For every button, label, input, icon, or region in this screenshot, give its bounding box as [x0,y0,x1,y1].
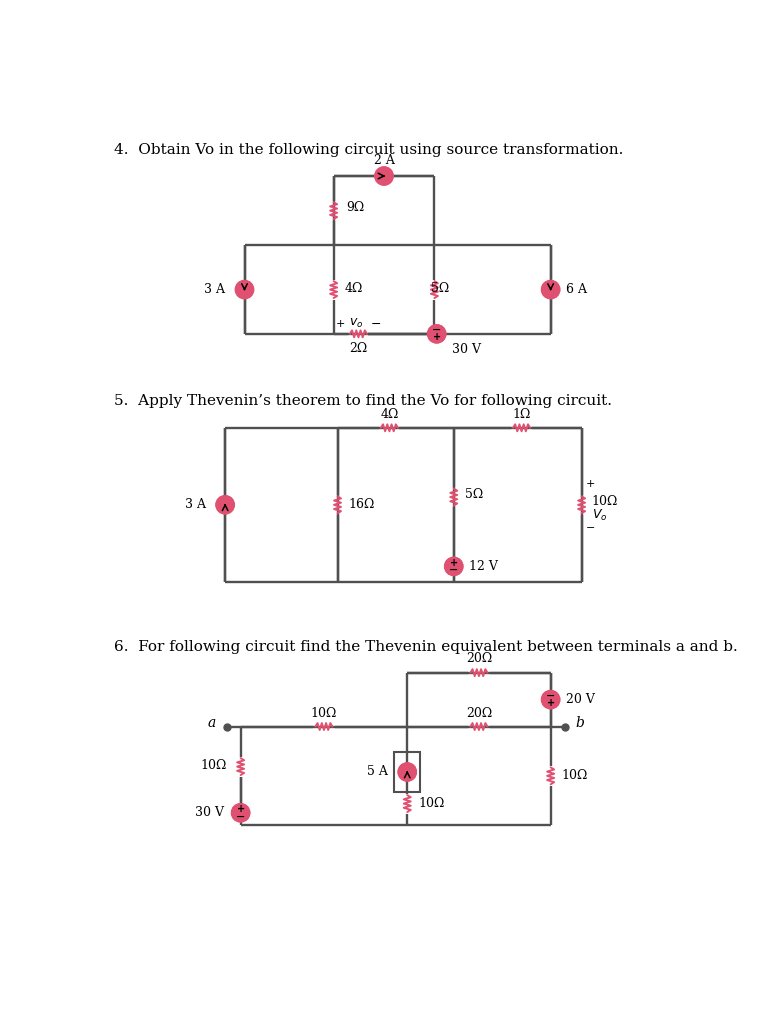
Circle shape [398,763,416,781]
Text: 5Ω: 5Ω [464,488,483,502]
Text: +: + [336,318,345,329]
Text: 10Ω: 10Ω [562,769,588,782]
Text: 4Ω: 4Ω [380,409,398,421]
Text: 20 V: 20 V [566,693,595,707]
Text: 5Ω: 5Ω [431,282,450,295]
Circle shape [541,281,559,298]
Text: 9Ω: 9Ω [346,201,364,214]
Text: 10Ω: 10Ω [200,759,226,771]
Text: 20Ω: 20Ω [466,652,492,666]
Text: 6.  For following circuit find the Thevenin equivalent between terminals a and b: 6. For following circuit find the Theven… [114,640,738,654]
Text: $v_o$: $v_o$ [349,316,363,330]
Text: +: + [450,558,457,568]
Text: 5.  Apply Thevenin’s theorem to find the Vo for following circuit.: 5. Apply Thevenin’s theorem to find the … [114,394,612,408]
Text: 6 A: 6 A [566,283,587,296]
Circle shape [445,557,463,575]
Text: $V_o$: $V_o$ [592,508,607,523]
Text: 10Ω: 10Ω [310,707,337,720]
Circle shape [541,691,559,709]
Text: −: − [236,811,245,821]
Circle shape [428,325,446,343]
Text: +: + [587,479,596,489]
Text: 12 V: 12 V [469,560,498,572]
Circle shape [216,496,234,514]
Text: 5 A: 5 A [367,766,388,778]
Text: 16Ω: 16Ω [349,499,375,511]
Text: 3 A: 3 A [184,499,205,511]
Text: +: + [433,333,441,342]
Text: a: a [208,716,216,730]
Circle shape [236,281,254,298]
Text: 2 A: 2 A [373,154,394,167]
Text: −: − [371,318,381,331]
Text: 20Ω: 20Ω [466,707,492,720]
Text: 30 V: 30 V [452,343,482,355]
Text: +: + [237,804,245,814]
Text: +: + [547,698,555,708]
Text: 10Ω: 10Ω [418,797,444,810]
Text: 4Ω: 4Ω [345,282,363,295]
Text: −: − [587,523,596,532]
Text: b: b [576,716,584,730]
Text: 30 V: 30 V [194,806,223,819]
Text: 3 A: 3 A [204,283,225,296]
Text: 10Ω: 10Ω [592,496,618,508]
Circle shape [232,804,250,821]
Text: −: − [546,691,555,700]
Text: 2Ω: 2Ω [349,342,367,355]
Text: −: − [449,565,458,575]
Text: −: − [432,326,441,335]
Text: 4.  Obtain Vo in the following circuit using source transformation.: 4. Obtain Vo in the following circuit us… [114,143,624,157]
Circle shape [375,167,393,185]
Text: 1Ω: 1Ω [513,409,531,421]
